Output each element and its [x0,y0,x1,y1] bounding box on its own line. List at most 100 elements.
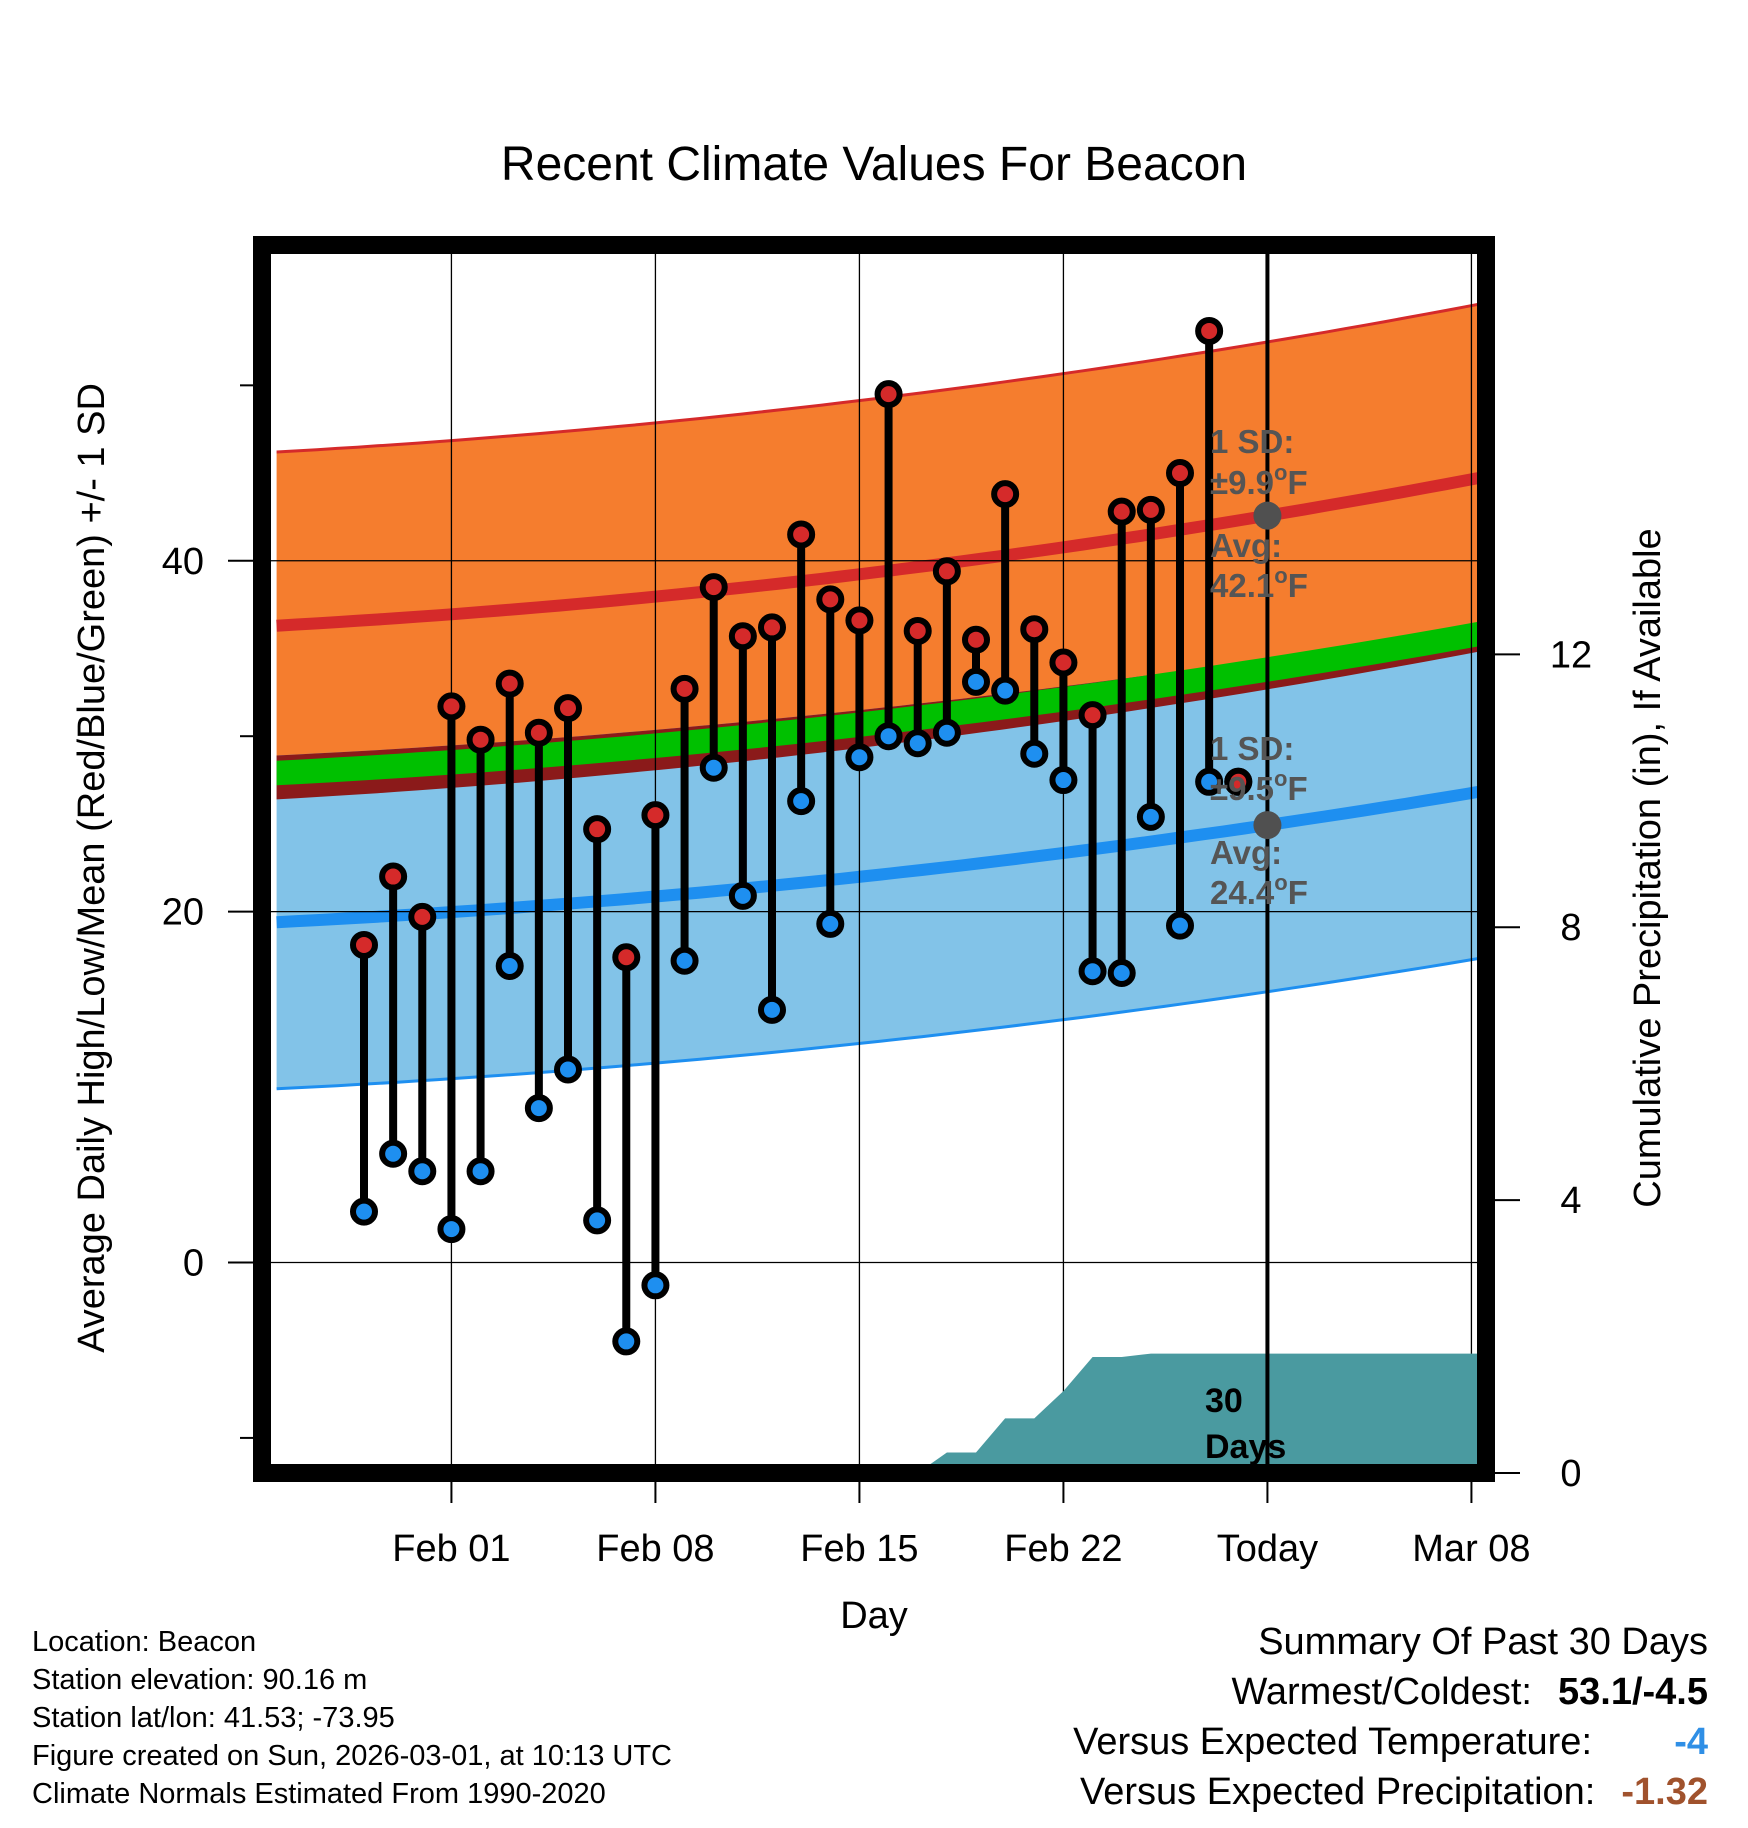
low-temp-point [699,753,728,782]
high-temp-point [699,573,728,602]
summary-precip-row: Versus Expected Precipitation: -1.32 [1073,1767,1708,1817]
high-temp-point [1020,615,1049,644]
low-temp-point [962,667,990,696]
high-temp-point [670,674,699,703]
high-temp-point [874,380,903,409]
x-tick-label: Feb 01 [392,1528,510,1570]
y2-tick-label: 8 [1560,907,1581,949]
low-temp-point [991,676,1020,705]
high-sd-label: 1 SD: [1210,423,1294,460]
high-temp-point [612,943,641,972]
high-temp-point [758,613,786,642]
high-temp-point [991,480,1020,509]
x-tick-label: Feb 08 [596,1528,714,1570]
y-tick-label: 0 [183,1242,204,1284]
high-temp-point [1224,767,1253,796]
high-temp-point [1195,316,1224,345]
low-temp-point [1107,959,1136,988]
precipitation-area [917,1353,1486,1473]
chart-title: Recent Climate Values For Beacon [501,138,1247,191]
days-count-label: 30 [1205,1382,1243,1420]
high-temp-point [816,585,845,614]
low-temp-point [379,1139,408,1168]
x-tick-label: Feb 22 [1004,1528,1122,1570]
high-temp-point [408,902,437,931]
y-tick-label: 40 [162,541,204,583]
high-temp-point [1049,648,1078,677]
days-word-label: Days [1205,1428,1286,1466]
y-axis-label: Average Daily High/Low/Mean (Red/Blue/Gr… [71,383,113,1353]
low-temp-point [524,1094,553,1123]
low-temp-point [758,995,786,1024]
x-tick-label: Feb 15 [800,1528,918,1570]
y-tick-label: 20 [162,892,204,934]
low-temp-point [495,952,524,981]
high-temp-point [932,557,961,586]
low-temp-point [932,718,961,747]
low-temp-point [554,1055,582,1084]
low-temp-point [1078,957,1107,986]
high-avg-label: Avg: [1210,527,1282,564]
temp-value: -4 [1674,1721,1708,1763]
low-temp-point [350,1197,378,1226]
low-avg-label: Avg: [1210,834,1282,871]
low-temp-point [787,787,816,816]
y2-tick-label: 4 [1560,1180,1581,1222]
warm-cold-label: Warmest/Coldest: [1231,1671,1532,1713]
low-temp-point [874,722,903,751]
elevation-text: Station elevation: 90.16 m [32,1664,368,1696]
summary-panel: Summary Of Past 30 Days Warmest/Coldest:… [1073,1617,1708,1817]
low-temp-point [845,743,874,772]
high-temp-point [495,669,524,698]
high-temp-point [1136,495,1165,524]
low-sd-label: 1 SD: [1210,730,1294,767]
low-temp-point [437,1215,466,1244]
low-temp-point [1166,911,1194,940]
precip-label: Versus Expected Precipitation: [1079,1771,1596,1813]
high-temp-point [1107,497,1136,526]
low-temp-point [612,1327,641,1356]
y2-axis-label: Cumulative Precipitation (in), If Availa… [1627,528,1669,1207]
low-avg-value: 24.4oF [1210,870,1308,911]
x-axis-label: Day [840,1595,908,1637]
high-temp-point [787,520,816,549]
y2-tick-label: 12 [1550,634,1592,676]
low-temp-point [408,1157,437,1186]
high-temp-point [962,625,990,654]
high-temp-point [466,725,495,754]
normals-text: Climate Normals Estimated From 1990-2020 [32,1778,606,1810]
low-temp-point [1049,766,1078,795]
x-tick-label: Mar 08 [1412,1528,1530,1570]
high-avg-value: 42.1oF [1210,563,1308,604]
low-temp-point [1195,767,1224,796]
low-temp-point [1136,802,1165,831]
high-avg-line [276,470,1486,632]
latlon-text: Station lat/lon: 41.53; -73.95 [32,1702,395,1734]
x-tick-label: Today [1217,1528,1318,1570]
high-temp-point [1078,701,1107,730]
high-temp-point [350,930,378,959]
y2-tick-label: 0 [1560,1453,1581,1495]
summary-warm-cold-row: Warmest/Coldest: 53.1/-4.5 [1073,1667,1708,1717]
high-temp-point [903,616,932,645]
low-temp-point [670,946,699,975]
created-text: Figure created on Sun, 2026-03-01, at 10… [32,1740,672,1772]
temp-label: Versus Expected Temperature: [1073,1721,1592,1763]
high-temp-point [1166,459,1194,488]
low-temp-point [583,1206,612,1235]
station-info: Location: Beacon Station elevation: 90.1… [32,1623,672,1813]
mean-line [276,620,1486,786]
low-temp-point [903,729,932,758]
summary-title: Summary Of Past 30 Days [1258,1621,1708,1663]
high-temp-point [524,718,553,747]
high-avg-marker [1253,501,1282,530]
low-temp-point [641,1271,670,1300]
high-temp-point [583,815,612,844]
plot-frame [253,236,1495,1482]
warm-cold-value: 53.1/-4.5 [1558,1671,1708,1713]
low-sd-value: ±9.5oF [1210,766,1308,807]
high-temp-point [845,606,874,635]
high-sd-value: ±9.9oF [1210,460,1308,501]
low-temp-point [728,881,757,910]
